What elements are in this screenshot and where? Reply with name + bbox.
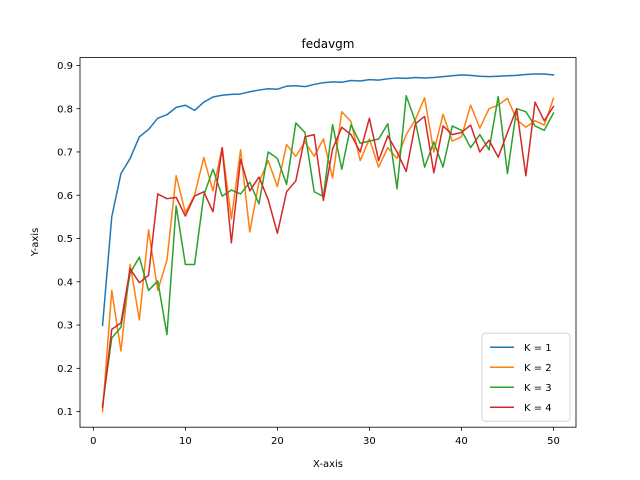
y-tick-label: 0.9 xyxy=(57,61,73,72)
x-tick-label: 30 xyxy=(363,436,376,447)
legend-box xyxy=(481,332,571,422)
y-tick-label: 0.7 xyxy=(57,148,73,159)
series-line-k-3 xyxy=(101,94,555,406)
legend-label-k-3: K = 3 xyxy=(524,383,552,394)
y-axis-ticks: 0.1 0.2 0.3 0.4 0.5 0.6 0.7 0.8 0.9 xyxy=(57,61,80,418)
y-axis-label: Y-axis xyxy=(30,228,41,258)
x-tick-label: 40 xyxy=(455,436,468,447)
legend-label-k-4: K = 4 xyxy=(524,403,552,414)
series-line-k-4 xyxy=(101,101,555,409)
x-axis-ticks: 0 10 20 30 40 50 xyxy=(90,427,560,447)
legend-label-k-1: K = 1 xyxy=(524,343,552,354)
y-tick-label: 0.1 xyxy=(57,407,73,418)
plot-frame xyxy=(79,57,577,428)
chart-title: fedavgm xyxy=(302,37,355,51)
y-tick-label: 0.4 xyxy=(57,277,73,288)
x-tick-label: 20 xyxy=(271,436,284,447)
x-tick-label: 50 xyxy=(547,436,560,447)
y-tick-label: 0.6 xyxy=(57,191,73,202)
series-line-k-1 xyxy=(101,73,555,327)
y-tick-label: 0.2 xyxy=(57,364,73,375)
y-tick-label: 0.3 xyxy=(57,321,73,332)
series-layer xyxy=(101,73,555,413)
y-tick-label: 0.8 xyxy=(57,104,73,115)
x-axis-label: X-axis xyxy=(313,459,343,470)
x-tick-label: 10 xyxy=(179,436,192,447)
legend-label-k-2: K = 2 xyxy=(524,363,552,374)
legend: K = 1 K = 2 K = 3 K = 4 xyxy=(481,332,571,422)
x-tick-label: 0 xyxy=(90,436,96,447)
y-tick-label: 0.5 xyxy=(57,234,73,245)
